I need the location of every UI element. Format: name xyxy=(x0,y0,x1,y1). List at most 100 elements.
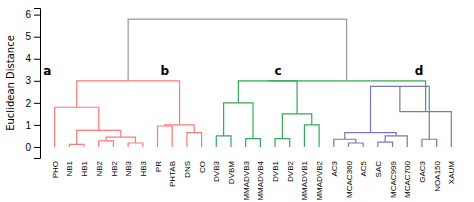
x-tick: MCAC360 xyxy=(345,160,354,197)
x-tick: NOA150 xyxy=(433,160,442,191)
x-tick: XAUM xyxy=(447,161,456,184)
x-tick: PHTAB xyxy=(168,161,177,187)
x-tick-label: SAC xyxy=(374,161,383,178)
x-tick: MMADVB4 xyxy=(256,160,265,200)
x-tick-label: NB3 xyxy=(124,160,133,176)
chart-container: 0 1 2 3 4 5 6 PHO NB1 HB1 NB2 HB2 NB3 HB3 PR PHTAB DNS CO… xyxy=(0,0,474,202)
x-tick-label: MMADVB2 xyxy=(315,160,324,200)
link xyxy=(246,139,261,147)
x-tick-label: MMADVB3 xyxy=(242,160,251,200)
x-tick-label: DVB3 xyxy=(212,160,221,181)
x-tick-label: MCAC999 xyxy=(389,160,398,197)
x-tick-label: MCAC360 xyxy=(345,160,354,197)
x-tick: HB1 xyxy=(80,160,89,176)
x-tick: NB3 xyxy=(124,160,133,176)
x-tick: AC5 xyxy=(359,160,368,176)
y-axis-line xyxy=(34,9,41,159)
x-tick-label: PR xyxy=(154,161,163,172)
y-tick: 4 xyxy=(25,53,40,64)
x-tick: SAC xyxy=(374,161,383,178)
x-tick-label: HB3 xyxy=(139,160,148,176)
links xyxy=(55,19,452,147)
x-tick: PHO xyxy=(51,161,60,178)
x-tick: DVB1 xyxy=(271,160,280,181)
x-tick-label: DVB1 xyxy=(271,160,280,181)
link xyxy=(224,103,253,139)
x-tick-label: HB1 xyxy=(80,160,89,176)
x-tick: HB2 xyxy=(110,160,119,176)
link xyxy=(165,125,194,133)
group-label: a xyxy=(43,64,51,78)
chart: 0 1 2 3 4 5 6 PHO NB1 HB1 NB2 HB2 NB3 HB3 PR PHTAB DNS CO… xyxy=(0,0,474,202)
x-tick: NB2 xyxy=(95,160,104,176)
y-tick-mark xyxy=(34,147,40,148)
y-tick-label: 2 xyxy=(25,98,31,109)
x-tick: DVB2 xyxy=(286,160,295,181)
x-tick-label: NB1 xyxy=(65,160,74,176)
x-tick-label: AC3 xyxy=(330,160,339,176)
x-tick: NB1 xyxy=(65,160,74,176)
y-tick-label: 3 xyxy=(25,75,31,86)
link xyxy=(378,142,393,147)
group-label: b xyxy=(161,64,170,78)
link xyxy=(238,81,297,114)
link xyxy=(69,144,84,147)
y-tick-label: 1 xyxy=(25,120,31,131)
x-tick-label: PHO xyxy=(51,161,60,178)
y-tick-label: 4 xyxy=(25,53,31,64)
y-tick-mark xyxy=(34,125,40,126)
y-tick-label: 5 xyxy=(25,31,31,42)
x-tick-label: DVB2 xyxy=(286,160,295,181)
y-tick: 0 xyxy=(25,142,40,153)
group-label: d xyxy=(415,64,424,78)
x-tick: HB3 xyxy=(139,160,148,176)
x-axis: PHO NB1 HB1 NB2 HB2 NB3 HB3 PR PHTAB DNS CO DVB3 DVB… xyxy=(51,160,457,200)
x-tick: CO xyxy=(198,161,207,173)
link xyxy=(282,114,311,139)
y-axis-title: Euclidean Distance xyxy=(5,35,16,131)
x-tick: AC3 xyxy=(330,160,339,176)
x-tick-label: DNS xyxy=(183,161,192,178)
x-tick: PR xyxy=(154,161,163,172)
y-tick-mark xyxy=(34,15,40,16)
x-tick-label: HB2 xyxy=(110,160,119,176)
link xyxy=(348,143,363,147)
x-tick-label: DVBM xyxy=(227,161,236,184)
x-tick-label: AC5 xyxy=(359,160,368,176)
link xyxy=(216,136,231,147)
link xyxy=(99,141,114,147)
y-tick: 1 xyxy=(25,120,40,131)
x-tick-label: NB2 xyxy=(95,160,104,176)
y-tick: 6 xyxy=(25,9,40,20)
link xyxy=(128,143,143,147)
link xyxy=(77,130,121,144)
link xyxy=(304,125,319,147)
link xyxy=(106,137,135,143)
link xyxy=(275,139,290,147)
link xyxy=(268,81,426,112)
y-tick: 5 xyxy=(25,31,40,42)
plot: 0 1 2 3 4 5 6 PHO NB1 HB1 NB2 HB2 NB3 HB3 PR PHTAB DNS CO… xyxy=(25,9,456,201)
link xyxy=(158,126,173,147)
x-tick: MCAC999 xyxy=(389,160,398,197)
y-tick: 2 xyxy=(25,98,40,109)
x-tick-label: MMADVB1 xyxy=(300,160,309,200)
x-tick-label: MMADVB4 xyxy=(256,160,265,200)
x-tick: DVBM xyxy=(227,161,236,184)
link xyxy=(55,107,99,147)
y-tick-mark xyxy=(34,81,40,82)
link xyxy=(345,133,396,140)
x-tick-label: GAC3 xyxy=(418,160,427,182)
y-axis: 0 1 2 3 4 5 6 xyxy=(25,9,40,159)
y-tick-label: 0 xyxy=(25,142,31,153)
x-tick: MCAC700 xyxy=(403,160,412,197)
x-tick: MMADVB3 xyxy=(242,160,251,200)
x-tick-label: CO xyxy=(198,161,207,173)
link xyxy=(187,133,202,147)
x-tick: MMADVB2 xyxy=(315,160,324,200)
y-tick-mark xyxy=(34,37,40,38)
x-tick: DNS xyxy=(183,161,192,178)
y-tick-mark xyxy=(34,59,40,60)
link xyxy=(334,139,356,147)
x-tick-label: PHTAB xyxy=(168,161,177,187)
